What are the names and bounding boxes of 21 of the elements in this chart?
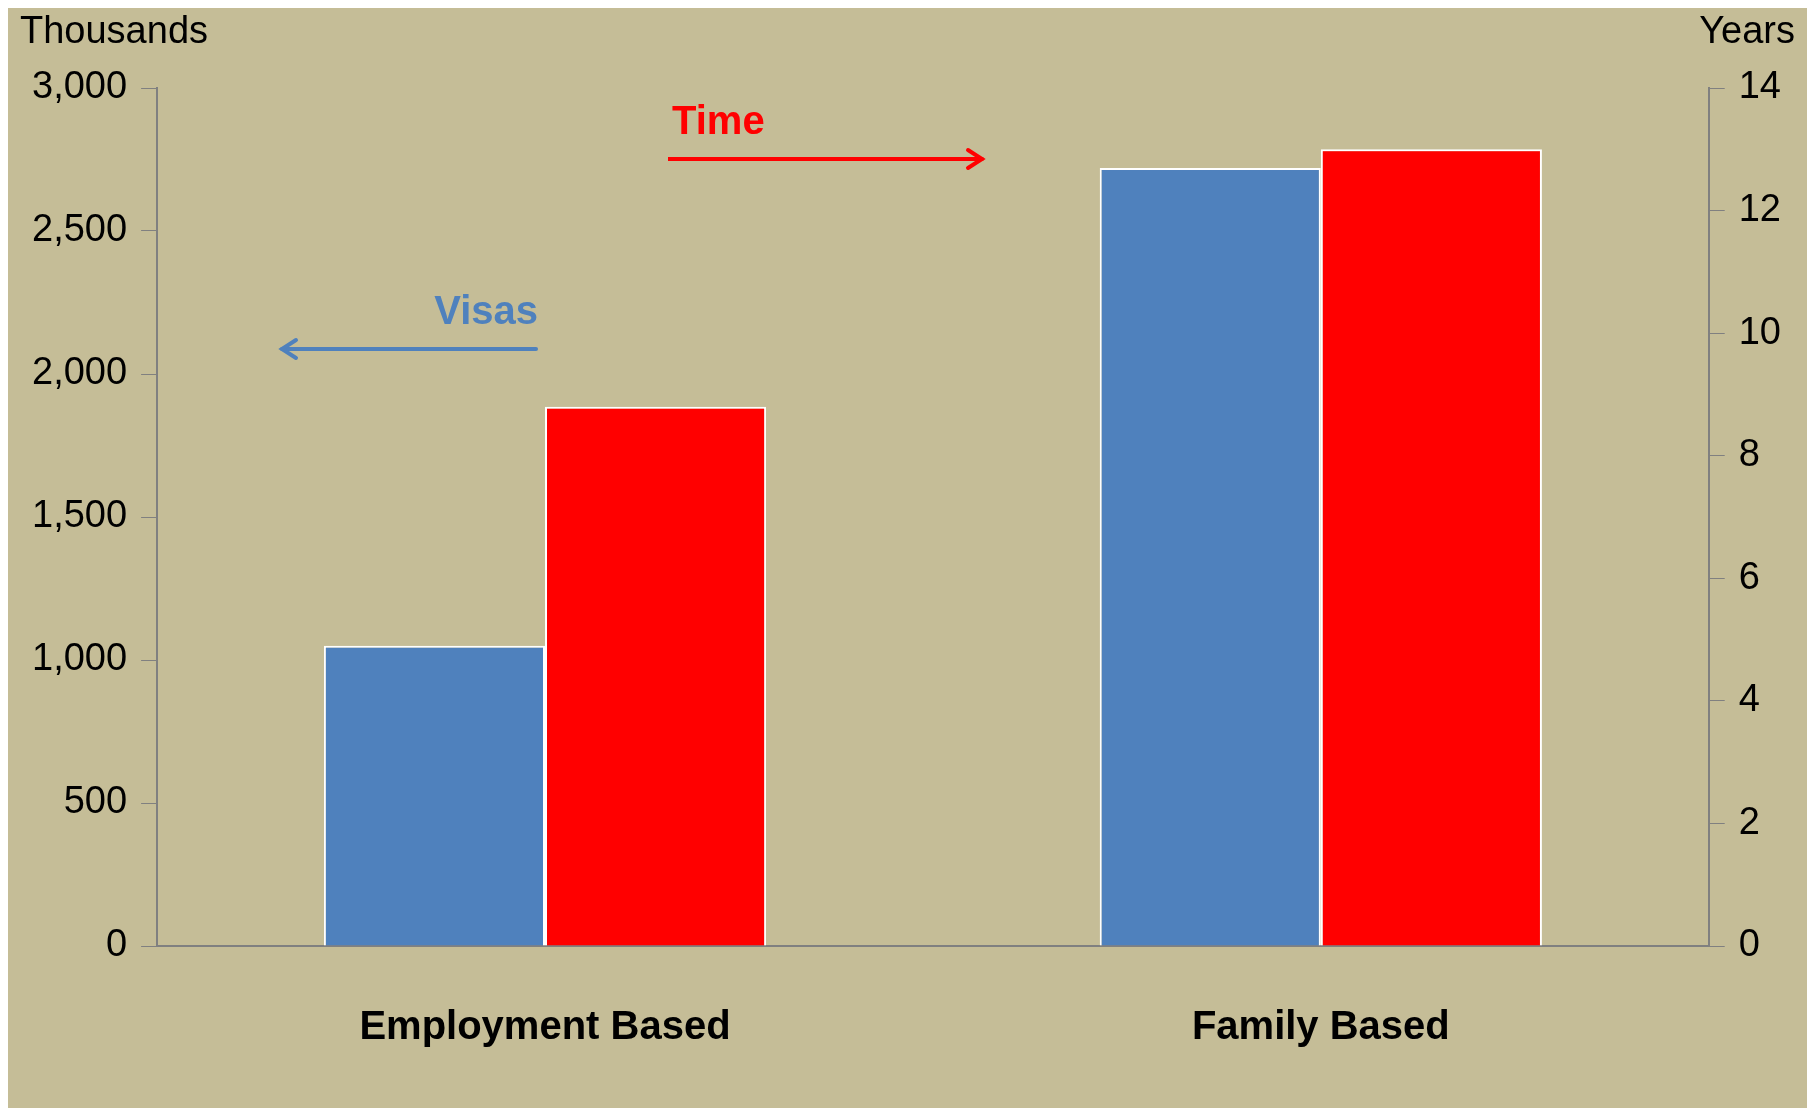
x-tick-label: Family Based bbox=[1191, 1003, 1450, 1048]
y2-tick-label: 12 bbox=[1738, 187, 1782, 230]
y2-tick-label: 6 bbox=[1738, 554, 1760, 597]
y-tick-label: 2,000 bbox=[32, 350, 128, 393]
x-tick-label: Employment Based bbox=[359, 1003, 731, 1048]
y-tick-label: 1,000 bbox=[32, 636, 128, 679]
y-tick-label: 3,000 bbox=[32, 64, 128, 107]
y2-tick-label: 10 bbox=[1738, 309, 1782, 352]
y-axis-title: Thousands bbox=[20, 9, 209, 52]
y2-tick-label: 2 bbox=[1738, 799, 1760, 842]
y2-tick-label: 4 bbox=[1738, 677, 1760, 720]
y-tick-label: 1,500 bbox=[32, 493, 128, 536]
y2-tick-label: 14 bbox=[1738, 64, 1782, 107]
y2-tick-label: 0 bbox=[1738, 922, 1760, 965]
y2-axis-title: Years bbox=[1699, 9, 1795, 52]
text: Visas bbox=[433, 288, 538, 333]
text: Time bbox=[672, 98, 766, 143]
y-tick-label: 500 bbox=[63, 779, 128, 822]
y-tick-label: 2,500 bbox=[32, 207, 128, 250]
y-tick-label: 0 bbox=[105, 922, 128, 965]
y2-tick-label: 8 bbox=[1738, 432, 1760, 475]
